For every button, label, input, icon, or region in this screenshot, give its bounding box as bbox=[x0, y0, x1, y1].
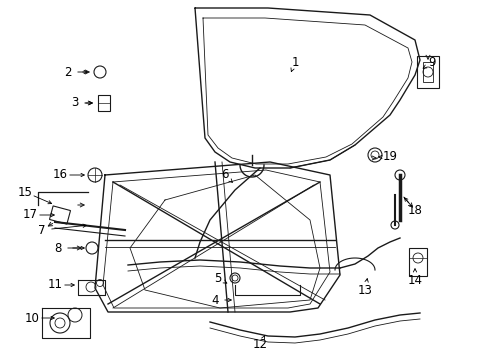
Bar bbox=[98, 95, 110, 111]
Text: 1: 1 bbox=[291, 55, 298, 68]
Text: 19: 19 bbox=[382, 150, 397, 163]
Text: 8: 8 bbox=[54, 242, 61, 255]
Text: 17: 17 bbox=[22, 208, 38, 221]
Text: 16: 16 bbox=[52, 168, 67, 181]
Text: 6: 6 bbox=[221, 168, 228, 181]
Text: 7: 7 bbox=[38, 224, 46, 237]
Bar bbox=[49, 206, 70, 224]
Text: 10: 10 bbox=[24, 311, 40, 324]
Text: 15: 15 bbox=[18, 185, 32, 198]
Text: 5: 5 bbox=[214, 271, 221, 284]
Bar bbox=[408, 248, 426, 276]
Text: 2: 2 bbox=[64, 66, 72, 78]
Text: 4: 4 bbox=[211, 293, 218, 306]
Text: 18: 18 bbox=[407, 203, 422, 216]
Text: 11: 11 bbox=[47, 279, 62, 292]
Text: 9: 9 bbox=[427, 57, 435, 69]
Text: 13: 13 bbox=[357, 284, 372, 297]
Text: 3: 3 bbox=[71, 96, 79, 109]
Bar bbox=[416, 56, 438, 88]
Text: 14: 14 bbox=[407, 274, 422, 287]
Bar bbox=[422, 62, 432, 82]
Text: 12: 12 bbox=[252, 338, 267, 351]
